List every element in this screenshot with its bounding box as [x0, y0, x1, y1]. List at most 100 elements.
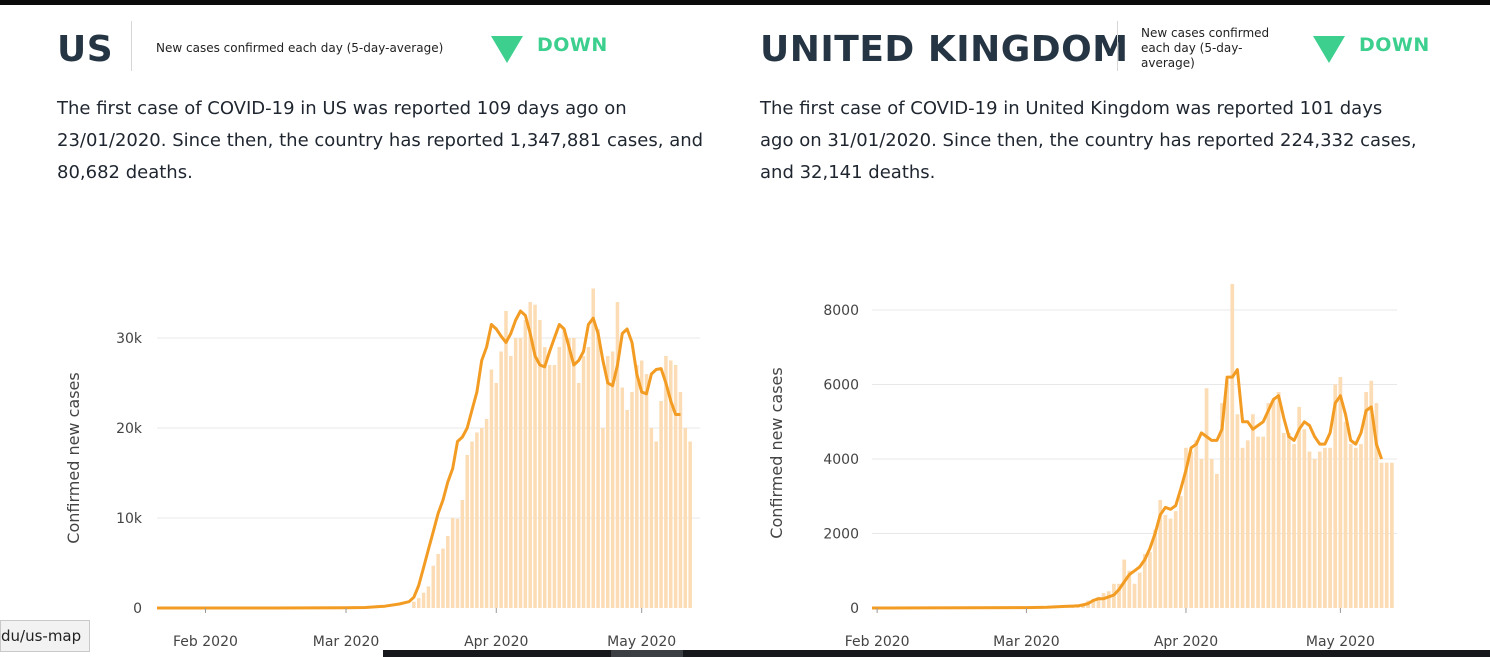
- x-tick-label: May 2020: [1306, 634, 1375, 650]
- daily-bar: [586, 347, 591, 608]
- daily-bar: [1235, 414, 1240, 608]
- daily-bar: [1194, 440, 1199, 608]
- daily-bar: [528, 302, 532, 608]
- daily-bar: [576, 383, 581, 608]
- daily-bar: [518, 338, 523, 608]
- y-tick-label: 4000: [823, 452, 859, 468]
- daily-bar: [1199, 459, 1204, 608]
- x-tick-label: Feb 2020: [173, 634, 238, 650]
- y-tick-label: 20k: [116, 421, 143, 437]
- daily-bar: [1220, 403, 1224, 608]
- daily-bar: [601, 428, 605, 608]
- daily-bar: [1307, 451, 1312, 608]
- daily-bar: [610, 351, 615, 608]
- daily-bar: [1184, 447, 1188, 608]
- daily-bar: [1348, 444, 1353, 608]
- x-tick-label: Apr 2020: [464, 634, 528, 650]
- daily-bar: [1101, 593, 1106, 608]
- daily-bar: [567, 338, 571, 608]
- x-tick-label: Mar 2020: [993, 634, 1060, 650]
- trend-label: DOWN: [537, 34, 608, 56]
- daily-bar: [441, 548, 445, 608]
- title-divider: [1117, 21, 1118, 71]
- y-tick-label: 6000: [823, 378, 859, 394]
- daily-bar: [547, 365, 552, 608]
- y-tick-label: 2000: [823, 527, 859, 543]
- x-tick-label: May 2020: [607, 634, 676, 650]
- daily-bar: [596, 329, 600, 608]
- daily-bar: [1384, 462, 1389, 608]
- bottom-scrollbar[interactable]: [383, 650, 1490, 657]
- daily-bar: [1127, 570, 1132, 608]
- daily-bar: [1096, 596, 1101, 608]
- down-triangle-icon: [1313, 36, 1345, 63]
- daily-bar: [431, 565, 436, 608]
- daily-bar: [1163, 514, 1168, 608]
- daily-bar: [1173, 511, 1178, 608]
- y-tick-label: 0: [850, 601, 859, 617]
- daily-bar: [446, 536, 450, 608]
- daily-bar: [1312, 459, 1317, 608]
- daily-bar: [1251, 414, 1255, 608]
- daily-bar: [683, 428, 688, 608]
- daily-bar: [1153, 529, 1157, 608]
- daily-bar: [688, 441, 692, 608]
- daily-bar: [1374, 403, 1379, 608]
- daily-bar: [479, 428, 484, 608]
- y-axis-label: Confirmed new cases: [64, 372, 83, 543]
- daily-bar: [620, 387, 625, 608]
- daily-bar: [659, 401, 663, 608]
- summary-text: The first case of COVID-19 in United Kin…: [760, 98, 1417, 183]
- daily-bar: [562, 329, 566, 608]
- daily-bar: [557, 347, 562, 608]
- daily-bar: [572, 338, 576, 608]
- daily-bar: [465, 455, 469, 608]
- daily-bar: [1328, 447, 1332, 608]
- daily-bar: [673, 365, 678, 608]
- x-ticks: Feb 2020 Mar 2020 Apr 2020 May 2020: [173, 608, 676, 650]
- daily-bar: [552, 365, 557, 608]
- daily-bar: [1204, 388, 1209, 608]
- daily-bar: [591, 288, 595, 608]
- daily-bar: [1240, 447, 1245, 608]
- summary-text: The first case of COVID-19 in US was rep…: [57, 98, 704, 183]
- daily-bar: [615, 302, 620, 608]
- average-line: [871, 368, 1384, 610]
- daily-bar: [455, 518, 460, 608]
- trend-caption: New cases confirmed each day (5-day-aver…: [1141, 26, 1270, 70]
- daily-bar: [1353, 447, 1358, 608]
- daily-bar: [1178, 496, 1183, 608]
- daily-bar: [470, 441, 474, 608]
- uk-cases-chart: Confirmed new cases 0 2000 4000 6000 8000 Fe…: [767, 283, 1397, 650]
- daily-bar: [669, 360, 673, 608]
- y-ticks: 0 10k 20k 30k: [116, 331, 143, 617]
- daily-bar: [543, 347, 547, 608]
- daily-bar: [654, 441, 658, 608]
- daily-bar: [523, 320, 528, 608]
- daily-bar: [1271, 399, 1276, 608]
- daily-bar: [475, 432, 479, 608]
- daily-bar: [1158, 499, 1163, 608]
- daily-bar: [450, 518, 455, 608]
- daily-bar: [1343, 421, 1348, 608]
- x-ticks: Feb 2020 Mar 2020 Apr 2020 May 2020: [845, 608, 1375, 650]
- trend-label: DOWN: [1359, 34, 1430, 56]
- window-top-border: [0, 0, 1490, 5]
- daily-bar: [1189, 451, 1193, 608]
- daily-bar: [436, 554, 440, 608]
- daily-bar: [581, 356, 586, 608]
- daily-bar: [1276, 391, 1281, 608]
- daily-bar: [606, 356, 610, 608]
- daily-bar: [533, 304, 537, 608]
- daily-bar: [649, 428, 654, 608]
- daily-bar: [630, 392, 634, 608]
- daily-bar: [664, 356, 668, 608]
- daily-bar: [1390, 462, 1394, 608]
- daily-bar: [412, 601, 416, 608]
- daily-bar: [1323, 447, 1327, 608]
- daily-bar: [1148, 552, 1152, 608]
- country-title: US: [57, 29, 114, 70]
- daily-bar: [1132, 583, 1137, 608]
- daily-bar: [421, 592, 426, 608]
- scrollbar-thumb[interactable]: [611, 650, 683, 657]
